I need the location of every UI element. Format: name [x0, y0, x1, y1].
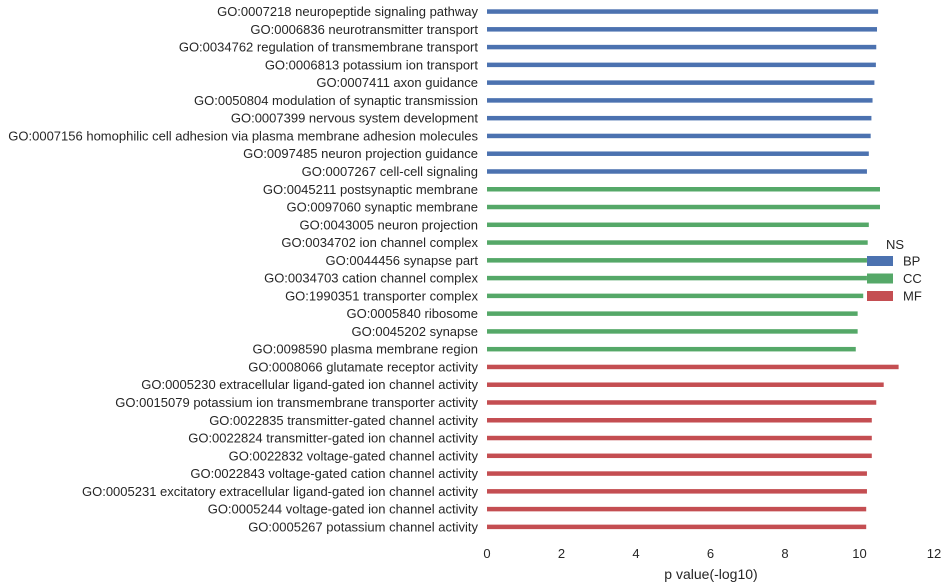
category-label: GO:0044456 synapse part — [326, 253, 479, 268]
category-label: GO:0006836 neurotransmitter transport — [250, 22, 478, 37]
category-label: GO:0008066 glutamate receptor activity — [248, 359, 478, 374]
x-tick-label: 12 — [927, 546, 941, 561]
bar-mf — [487, 418, 872, 423]
category-label: GO:0034702 ion channel complex — [281, 235, 478, 250]
category-label: GO:0007399 nervous system development — [231, 111, 479, 126]
category-label: GO:0007156 homophilic cell adhesion via … — [8, 128, 478, 143]
category-label: GO:0015079 potassium ion transmembrane t… — [115, 395, 478, 410]
x-tick-label: 6 — [707, 546, 714, 561]
category-labels: GO:0007218 neuropeptide signaling pathwa… — [8, 4, 478, 534]
x-tick-label: 4 — [632, 546, 639, 561]
legend-label-cc: CC — [903, 271, 922, 286]
legend-title: NS — [886, 237, 904, 252]
category-label: GO:0045211 postsynaptic membrane — [263, 182, 478, 197]
legend-label-bp: BP — [903, 254, 920, 269]
bar-bp — [487, 151, 869, 156]
bar-bp — [487, 44, 877, 50]
category-label: GO:0006813 potassium ion transport — [265, 57, 479, 72]
x-tick-label: 8 — [781, 546, 788, 561]
bar-cc — [487, 275, 867, 281]
bar-mf — [487, 524, 867, 530]
bar-cc — [487, 258, 867, 263]
category-label: GO:0022824 transmitter-gated ion channel… — [188, 431, 478, 446]
x-axis-ticks: 0 2 4 6 8 10 12 — [483, 546, 941, 561]
bar-cc — [487, 187, 880, 192]
category-label: GO:0034703 cation channel complex — [264, 271, 478, 286]
legend-swatch-cc — [867, 273, 893, 284]
bar-bp — [487, 133, 871, 139]
category-label: GO:0043005 neuron projection — [299, 217, 478, 232]
bar-bp — [487, 62, 876, 68]
category-label: GO:0005230 extracellular ligand-gated io… — [141, 377, 478, 392]
bar-bp — [487, 80, 875, 85]
category-label: GO:0007411 axon guidance — [316, 75, 478, 90]
bar-cc — [487, 346, 856, 352]
x-axis-label: p value(-log10) — [664, 566, 757, 582]
legend-swatch-bp — [867, 256, 893, 266]
legend-label-mf: MF — [903, 289, 922, 304]
bar-cc — [487, 240, 868, 245]
category-label: GO:0097060 synaptic membrane — [287, 200, 479, 215]
bar-cc — [487, 204, 880, 210]
category-label: GO:0005267 potassium channel activity — [248, 519, 478, 534]
category-label: GO:0050804 modulation of synaptic transm… — [194, 93, 478, 108]
bar-mf — [487, 453, 872, 459]
bar-bp — [487, 169, 867, 174]
bar-mf — [487, 506, 867, 512]
category-label: GO:0005840 ribosome — [346, 306, 478, 321]
x-tick-label: 2 — [558, 546, 565, 561]
legend-swatch-mf — [867, 291, 893, 301]
bar-bp — [487, 27, 878, 32]
bar-mf — [487, 435, 872, 441]
bar-cc — [487, 311, 858, 316]
category-label: GO:0022843 voltage-gated cation channel … — [190, 466, 478, 481]
category-label: GO:0022835 transmitter-gated channel act… — [209, 413, 478, 428]
bar-mf — [487, 400, 877, 405]
category-label: GO:0007267 cell-cell signaling — [302, 164, 478, 179]
category-label: GO:0034762 regulation of transmembrane t… — [179, 40, 479, 55]
category-label: GO:0005244 voltage-gated ion channel act… — [208, 502, 479, 517]
bar-bp — [487, 98, 873, 103]
category-label: GO:0097485 neuron projection guidance — [243, 146, 478, 161]
category-label: GO:0007218 neuropeptide signaling pathwa… — [217, 4, 478, 19]
bar-mf — [487, 489, 867, 494]
bar-bp — [487, 115, 872, 121]
legend: NS BP CC MF — [867, 237, 922, 304]
bar-cc — [487, 293, 864, 299]
bars-layer — [487, 9, 899, 530]
x-tick-label: 0 — [483, 546, 490, 561]
bar-bp — [487, 9, 879, 14]
bar-mf — [487, 471, 867, 476]
bar-mf — [487, 364, 899, 370]
category-label: GO:0005231 excitatory extracellular liga… — [82, 484, 479, 499]
bar-mf — [487, 382, 884, 387]
bar-cc — [487, 222, 869, 228]
category-label: GO:1990351 transporter complex — [285, 288, 478, 303]
category-label: GO:0022832 voltage-gated channel activit… — [229, 448, 479, 463]
x-tick-label: 10 — [852, 546, 866, 561]
category-label: GO:0098590 plasma membrane region — [253, 342, 478, 357]
category-label: GO:0045202 synapse — [352, 324, 478, 339]
bar-cc — [487, 329, 858, 334]
